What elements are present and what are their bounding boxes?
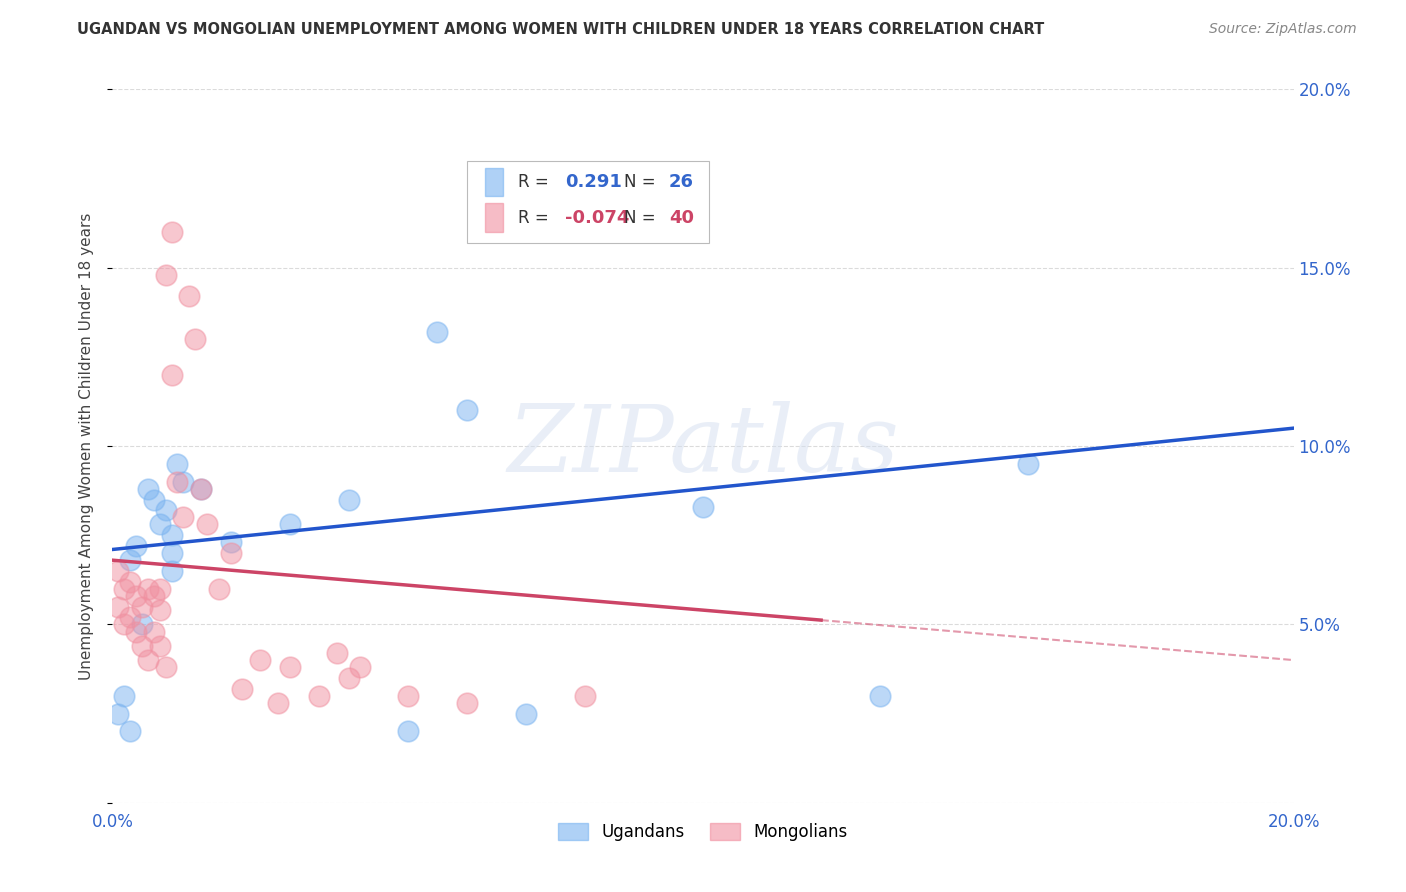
Point (120, 610, 142, 624)
Point (456, 403, 478, 417)
Text: N =: N = (624, 173, 655, 191)
Point (149, 517, 172, 532)
Point (426, 325, 449, 339)
Text: ZIPatlas: ZIPatlas (508, 401, 898, 491)
Point (190, 482, 212, 496)
Point (349, 660, 371, 674)
Text: 0.291: 0.291 (565, 173, 621, 191)
Point (112, 689, 135, 703)
Text: Source: ZipAtlas.com: Source: ZipAtlas.com (1209, 22, 1357, 37)
Text: UGANDAN VS MONGOLIAN UNEMPLOYMENT AMONG WOMEN WITH CHILDREN UNDER 18 YEARS CORRE: UGANDAN VS MONGOLIAN UNEMPLOYMENT AMONG … (77, 22, 1045, 37)
Point (120, 724, 142, 739)
Point (231, 681, 253, 696)
Point (149, 582, 172, 596)
Point (131, 599, 153, 614)
Point (574, 689, 596, 703)
Point (120, 553, 142, 567)
Point (155, 660, 177, 674)
Point (278, 660, 301, 674)
Point (160, 225, 183, 239)
Point (107, 599, 129, 614)
Point (337, 671, 360, 685)
Point (267, 696, 290, 710)
Point (396, 689, 419, 703)
Point (249, 653, 271, 667)
Point (149, 639, 172, 653)
Point (160, 368, 183, 382)
FancyBboxPatch shape (485, 203, 503, 232)
Text: 26: 26 (669, 173, 693, 191)
Point (136, 653, 159, 667)
Point (166, 457, 188, 471)
Point (125, 624, 148, 639)
Point (692, 500, 714, 514)
Point (326, 646, 349, 660)
Point (112, 582, 135, 596)
Point (208, 582, 231, 596)
Point (107, 706, 129, 721)
Point (166, 475, 188, 489)
Point (869, 689, 891, 703)
Point (160, 564, 183, 578)
FancyBboxPatch shape (467, 161, 709, 243)
Point (155, 503, 177, 517)
FancyBboxPatch shape (485, 168, 503, 196)
Point (219, 535, 242, 549)
Text: R =: R = (517, 173, 548, 191)
Point (120, 574, 142, 589)
Point (107, 564, 129, 578)
Point (515, 706, 537, 721)
Point (172, 475, 194, 489)
Point (155, 268, 177, 282)
Point (308, 689, 330, 703)
Point (136, 582, 159, 596)
Point (184, 332, 207, 346)
Point (1017, 457, 1039, 471)
Point (195, 517, 218, 532)
Point (136, 482, 159, 496)
Point (131, 617, 153, 632)
Point (160, 546, 183, 560)
Point (179, 289, 201, 303)
Point (278, 517, 301, 532)
Point (190, 482, 212, 496)
Point (160, 528, 183, 542)
Point (131, 639, 153, 653)
Point (396, 724, 419, 739)
Legend: Ugandans, Mongolians: Ugandans, Mongolians (551, 816, 855, 848)
Point (219, 546, 242, 560)
Point (112, 617, 135, 632)
Point (172, 510, 194, 524)
Point (142, 589, 165, 603)
Point (142, 492, 165, 507)
Text: N =: N = (624, 209, 655, 227)
Point (456, 696, 478, 710)
Point (142, 624, 165, 639)
Text: -0.074: -0.074 (565, 209, 630, 227)
Text: R =: R = (517, 209, 548, 227)
Text: 40: 40 (669, 209, 693, 227)
Point (125, 589, 148, 603)
Y-axis label: Unemployment Among Women with Children Under 18 years: Unemployment Among Women with Children U… (79, 212, 94, 680)
Point (125, 539, 148, 553)
Point (337, 492, 360, 507)
Point (149, 603, 172, 617)
